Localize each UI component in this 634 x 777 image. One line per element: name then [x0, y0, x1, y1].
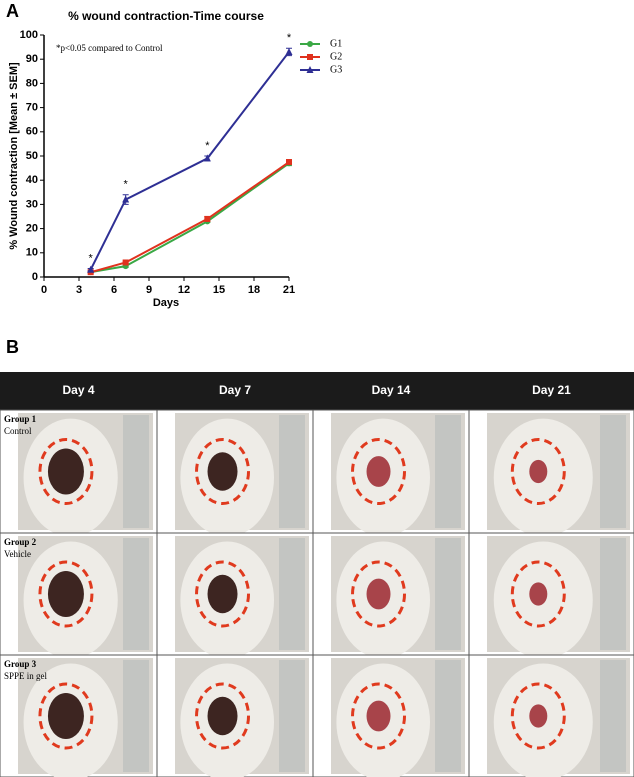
wound-outline	[351, 560, 407, 628]
x-tick-label: 12	[178, 284, 190, 296]
x-tick-label: 15	[213, 284, 225, 296]
group-label: Group 2	[4, 537, 37, 547]
x-tick-label: 6	[111, 284, 117, 296]
legend-marker	[306, 66, 314, 73]
ruler	[600, 660, 626, 772]
wound-outline	[38, 438, 94, 505]
ruler	[279, 415, 305, 528]
ruler	[435, 538, 461, 650]
group-desc: SPPE in gel	[4, 671, 48, 681]
significance-mark: *	[205, 140, 210, 152]
panel-label: B	[6, 337, 19, 357]
chart-title: % wound contraction-Time course	[68, 9, 264, 23]
ruler	[123, 660, 149, 772]
ruler	[123, 415, 149, 528]
point	[203, 154, 211, 162]
y-tick-label: 40	[26, 174, 38, 186]
series-line	[90, 162, 290, 274]
wound-outline	[351, 438, 407, 505]
wound-outline	[195, 438, 251, 505]
legend-marker	[307, 54, 313, 60]
group-label: Group 3	[4, 659, 37, 669]
wound-outline	[195, 560, 251, 628]
column-header: Day 7	[219, 383, 251, 397]
wound	[529, 704, 548, 728]
y-tick-label: 60	[26, 126, 38, 138]
wound	[529, 582, 548, 606]
column-header: Day 14	[372, 383, 411, 397]
wound	[207, 574, 238, 614]
wound	[47, 693, 84, 739]
wound	[47, 571, 84, 617]
point	[122, 259, 129, 266]
wound-outline	[351, 682, 407, 750]
y-tick-label: 50	[26, 150, 38, 162]
wound	[366, 456, 391, 487]
point	[285, 47, 293, 55]
x-tick-label: 21	[283, 284, 295, 296]
y-tick-label: 30	[26, 198, 38, 210]
panel-label: A	[6, 1, 19, 21]
x-axis-label: Days	[153, 297, 179, 309]
wound-outline	[510, 560, 566, 628]
column-header: Day 4	[62, 383, 94, 397]
wound	[47, 448, 84, 495]
grid-header	[0, 372, 634, 410]
ruler	[600, 538, 626, 650]
y-tick-label: 0	[32, 271, 38, 283]
wound-outline	[195, 682, 251, 750]
wound	[207, 696, 238, 736]
series-line	[90, 161, 290, 274]
wound	[529, 459, 548, 484]
legend-label: G3	[330, 64, 342, 75]
wound	[366, 578, 391, 610]
wound	[207, 452, 238, 491]
ruler	[279, 538, 305, 650]
group-desc: Control	[4, 426, 32, 436]
group-desc: Vehicle	[4, 549, 31, 559]
group-label: Group 1	[4, 414, 37, 424]
x-tick-label: 0	[41, 284, 47, 296]
x-tick-label: 18	[248, 284, 260, 296]
legend-label: G2	[330, 51, 342, 62]
legend-marker	[307, 41, 313, 47]
column-header: Day 21	[532, 383, 571, 397]
ruler	[435, 660, 461, 772]
y-axis-label: % Wound contraction [Mean ± SEM]	[8, 62, 20, 250]
point	[204, 215, 211, 222]
wound-outline	[510, 438, 566, 505]
series-line	[89, 51, 290, 271]
ruler	[279, 660, 305, 772]
point	[87, 265, 95, 273]
y-tick-label: 100	[20, 29, 38, 41]
significance-mark: *	[89, 252, 94, 264]
y-tick-label: 90	[26, 53, 38, 65]
wound-outline	[38, 682, 94, 750]
legend-label: G1	[330, 38, 342, 49]
y-tick-label: 70	[26, 102, 38, 114]
wound-outline	[510, 682, 566, 750]
y-tick-label: 80	[26, 77, 38, 89]
point	[122, 195, 130, 203]
wound	[366, 700, 391, 732]
point	[286, 159, 292, 166]
ruler	[435, 415, 461, 528]
ruler	[123, 538, 149, 650]
x-tick-label: 3	[76, 284, 82, 296]
x-tick-label: 9	[146, 284, 152, 296]
y-tick-label: 10	[26, 247, 38, 259]
wound-outline	[38, 560, 94, 628]
y-tick-label: 20	[26, 223, 38, 235]
significance-mark: *	[124, 179, 129, 191]
significance-mark: *	[287, 32, 292, 44]
ruler	[600, 415, 626, 528]
annotation: *p<0.05 compared to Control	[56, 43, 163, 53]
